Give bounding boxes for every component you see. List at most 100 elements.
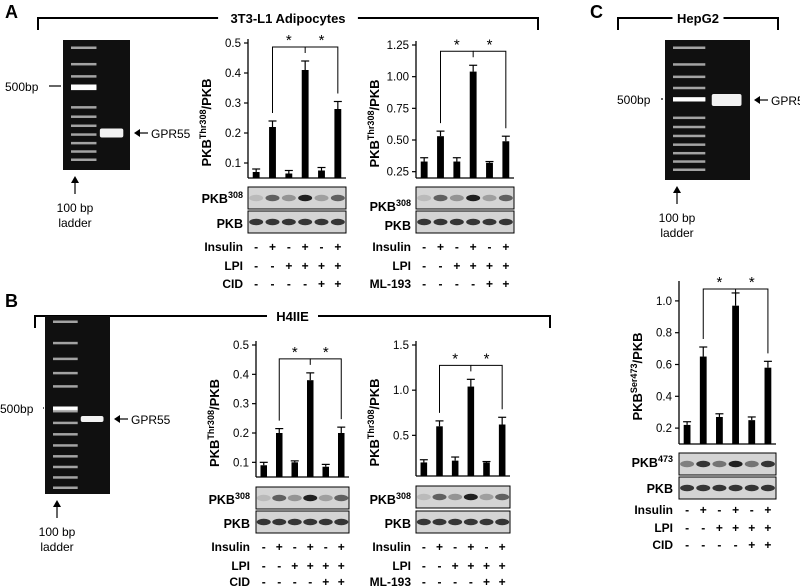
ladder-band xyxy=(53,421,78,425)
blot-label-phospho: PKB308 xyxy=(209,491,250,507)
ladder-band xyxy=(53,486,78,489)
treatment-sign: + xyxy=(732,521,739,535)
significance-bracket xyxy=(305,46,339,94)
gel-background xyxy=(665,40,750,180)
y-tick-label: 0.1 xyxy=(225,158,241,170)
y-axis-label: PKBThr308/PKB xyxy=(366,378,382,466)
blot-band xyxy=(728,484,743,492)
group-title-bg xyxy=(672,11,724,25)
blot-band xyxy=(417,218,432,226)
treatment-sign: - xyxy=(254,259,258,273)
blot-band xyxy=(479,518,494,526)
y-tick-label: 0.5 xyxy=(225,38,241,50)
significance-star: * xyxy=(716,274,722,291)
blot-frame xyxy=(415,210,515,234)
treatment-sign: - xyxy=(262,575,266,587)
ladder-label-line1: 100 bp xyxy=(39,525,76,539)
y-axis-label: PKBThr308/PKB xyxy=(198,78,214,166)
blot-band xyxy=(303,494,318,502)
blot-a-cid-total xyxy=(247,210,347,234)
blot-band xyxy=(281,194,296,202)
treatment-sign: - xyxy=(287,277,291,291)
blot-band xyxy=(303,518,318,526)
blot-band xyxy=(318,518,333,526)
ladder-band xyxy=(71,150,97,153)
blot-a-cid-phospho xyxy=(247,186,347,210)
ladder-band xyxy=(53,455,78,458)
blot-band xyxy=(249,194,264,202)
ladder-band xyxy=(53,406,78,411)
bar xyxy=(502,141,510,178)
gpr55-arrowhead xyxy=(754,96,760,104)
treatment-label-inhib: ML-193 xyxy=(370,277,412,291)
y-tick-label: 0.1 xyxy=(233,457,249,469)
blot-band xyxy=(466,194,481,202)
blot-band xyxy=(417,194,432,202)
y-tick-label: 0.6 xyxy=(656,360,672,372)
treatment-sign: - xyxy=(439,277,443,291)
group-title-bg xyxy=(218,11,358,25)
ladder-band xyxy=(53,444,78,447)
bar xyxy=(301,70,309,178)
blot-band xyxy=(416,493,431,501)
treatment-sign: + xyxy=(437,240,444,254)
gel-background xyxy=(63,40,130,170)
blot-band xyxy=(314,218,329,226)
blot-c-total xyxy=(678,476,777,500)
treatment-sign: + xyxy=(467,540,474,554)
treatment-sign: - xyxy=(455,277,459,291)
treatment-sign: - xyxy=(734,538,738,552)
ladder-band xyxy=(53,385,78,388)
ladder-arrowhead xyxy=(673,186,681,193)
blot-band xyxy=(744,484,759,492)
blot-band xyxy=(330,194,345,202)
treatment-sign: + xyxy=(732,503,739,517)
ladder-band xyxy=(673,86,706,90)
treatment-sign: + xyxy=(700,503,707,517)
blot-band xyxy=(680,460,695,468)
blot-b-cid-total xyxy=(255,510,350,534)
treatment-sign: + xyxy=(499,559,506,573)
bar xyxy=(260,465,268,477)
ladder-band xyxy=(71,124,97,128)
ladder-label-line1: 100 bp xyxy=(659,211,696,225)
y-axis-label: PKBThr308/PKB xyxy=(206,379,222,467)
treatment-sign: + xyxy=(716,521,723,535)
blot-band xyxy=(760,484,775,492)
blot-band xyxy=(744,460,759,468)
treatment-sign: - xyxy=(438,575,442,587)
ladder-band xyxy=(53,320,78,323)
blot-band xyxy=(760,460,775,468)
bar xyxy=(716,416,723,444)
treatment-sign: - xyxy=(422,240,426,254)
gpr55-label: GPR55 xyxy=(131,413,171,427)
blot-label-phospho: PKB308 xyxy=(370,491,411,507)
treatment-sign: - xyxy=(439,259,443,273)
ladder-arrowhead xyxy=(53,500,61,507)
ladder-band xyxy=(71,115,97,118)
bar xyxy=(764,367,772,444)
treatment-sign: + xyxy=(764,521,771,535)
bar xyxy=(453,161,461,178)
treatment-label-insulin: Insulin xyxy=(634,503,673,517)
significance-bracket xyxy=(310,358,342,420)
gel-image xyxy=(665,40,750,180)
blot-label-total: PKB xyxy=(385,219,411,233)
significance-star: * xyxy=(484,350,490,367)
blot-band xyxy=(448,493,463,501)
blot-band xyxy=(680,484,695,492)
y-axis-label: PKBSer473/PKB xyxy=(629,332,645,420)
blot-band xyxy=(463,493,478,501)
treatment-sign: + xyxy=(334,277,341,291)
group-bracket-hepg2: HepG2 xyxy=(617,11,779,30)
bar xyxy=(748,420,756,444)
blot-band xyxy=(432,518,447,526)
group-title: HepG2 xyxy=(677,11,719,26)
treatment-sign: + xyxy=(502,259,509,273)
treatment-sign: + xyxy=(483,559,490,573)
ladder-band xyxy=(673,75,706,79)
treatment-label-insulin: Insulin xyxy=(372,240,411,254)
treatment-sign: + xyxy=(452,559,459,573)
treatment-sign: - xyxy=(271,259,275,273)
